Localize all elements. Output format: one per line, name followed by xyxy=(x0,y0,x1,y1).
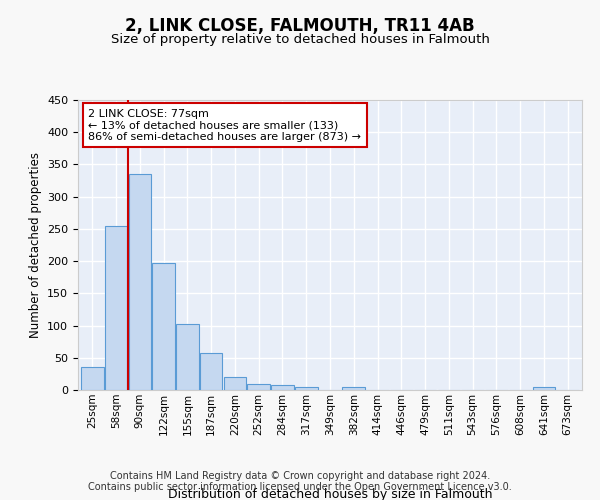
Text: 2 LINK CLOSE: 77sqm
← 13% of detached houses are smaller (133)
86% of semi-detac: 2 LINK CLOSE: 77sqm ← 13% of detached ho… xyxy=(88,108,361,142)
Bar xyxy=(81,368,104,390)
Bar xyxy=(295,387,317,390)
Text: Size of property relative to detached houses in Falmouth: Size of property relative to detached ho… xyxy=(110,32,490,46)
Text: 2, LINK CLOSE, FALMOUTH, TR11 4AB: 2, LINK CLOSE, FALMOUTH, TR11 4AB xyxy=(125,18,475,36)
Bar xyxy=(343,388,365,390)
Bar xyxy=(247,384,270,390)
Bar xyxy=(152,263,175,390)
Bar xyxy=(105,226,127,390)
X-axis label: Distribution of detached houses by size in Falmouth: Distribution of detached houses by size … xyxy=(168,488,492,500)
Bar xyxy=(200,354,223,390)
Bar xyxy=(533,388,555,390)
Y-axis label: Number of detached properties: Number of detached properties xyxy=(29,152,41,338)
Bar xyxy=(224,377,246,390)
Text: Contains HM Land Registry data © Crown copyright and database right 2024.
Contai: Contains HM Land Registry data © Crown c… xyxy=(88,471,512,492)
Bar xyxy=(128,174,151,390)
Bar xyxy=(271,386,294,390)
Bar xyxy=(176,324,199,390)
